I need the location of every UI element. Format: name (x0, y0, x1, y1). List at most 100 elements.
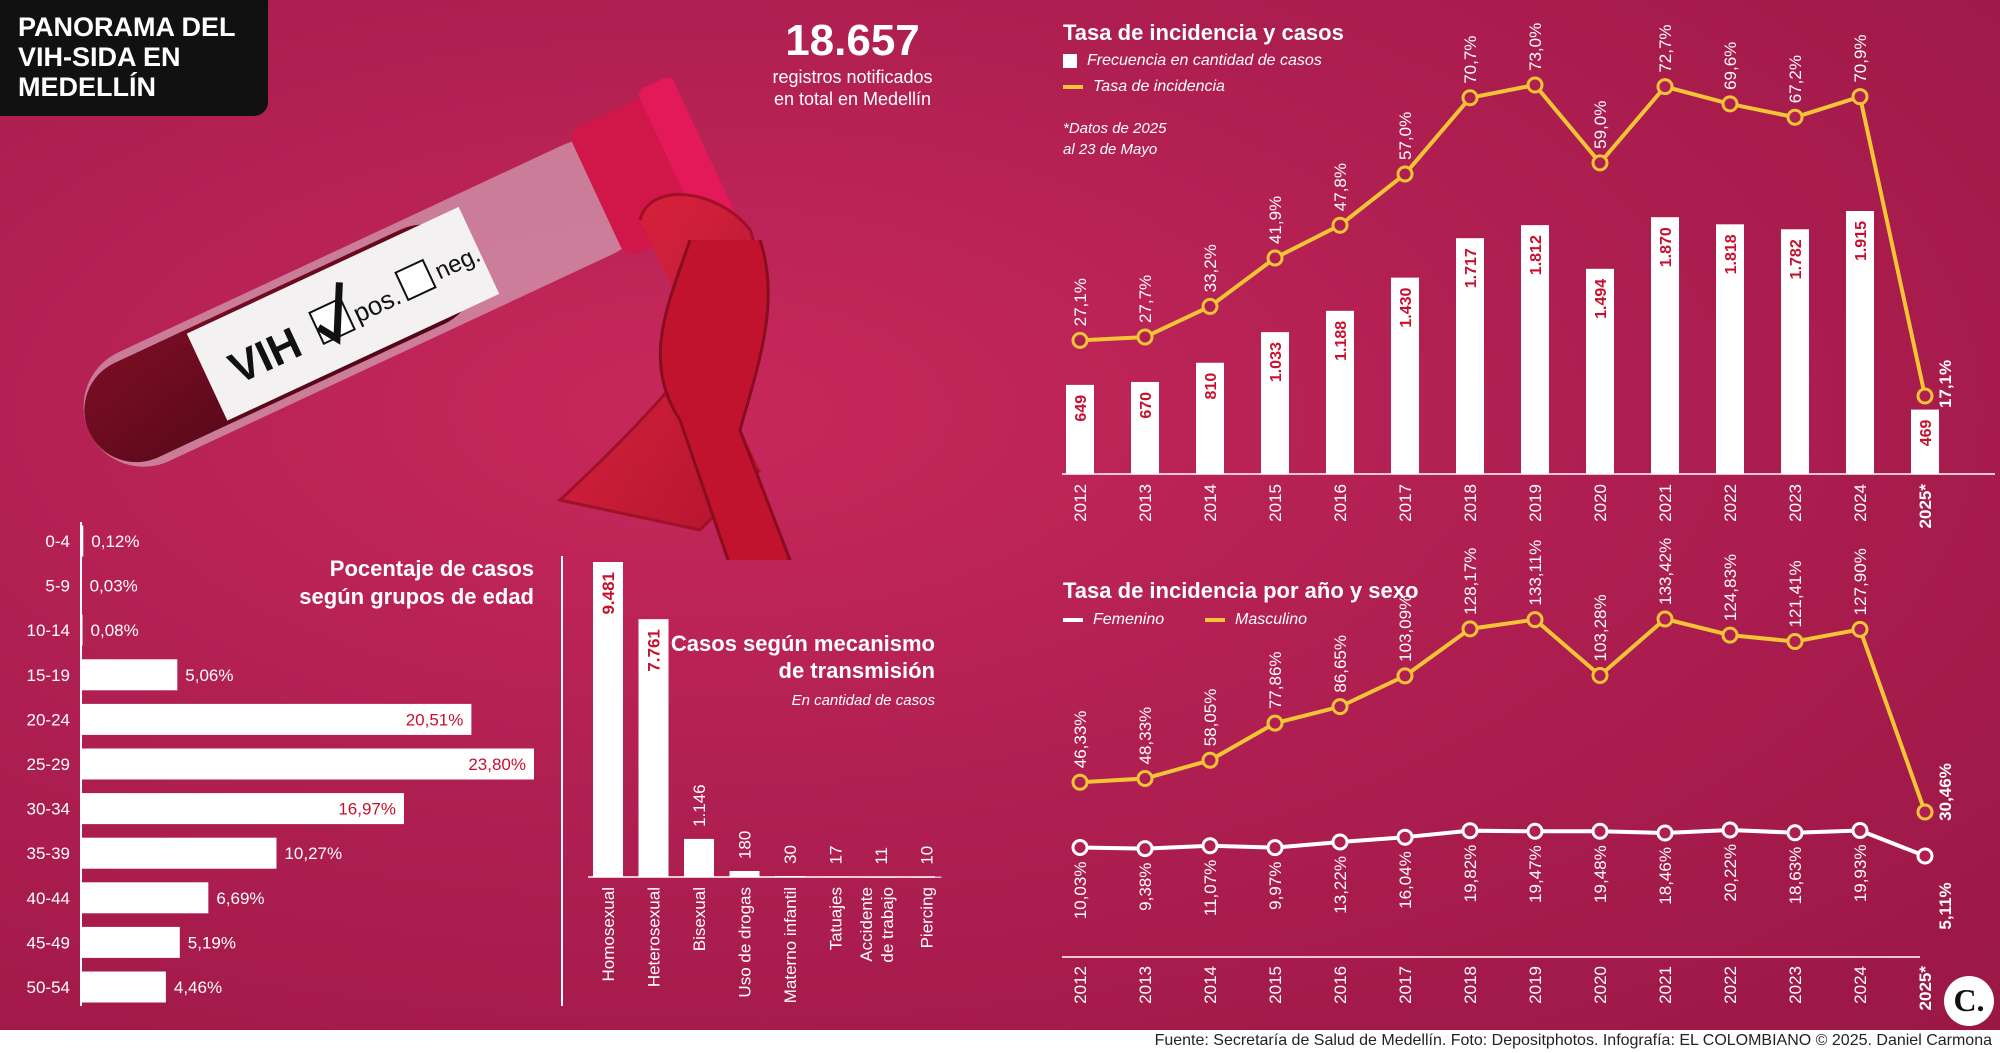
incidence-rate-point (1526, 76, 1544, 94)
incidence-rate-label: 70,7% (1461, 36, 1480, 84)
year-tick-label: 2019 (1526, 966, 1545, 1004)
year-tick-label: 2024 (1851, 484, 1870, 522)
incidence-rate-label: 17,1% (1936, 360, 1955, 408)
transmission-bar (593, 562, 623, 877)
age-group-label: 10-14 (27, 621, 70, 640)
incidence-rate-point (1916, 387, 1934, 405)
year-tick-label: 2021 (1656, 484, 1675, 522)
transmission-category-label: Homosexual (599, 887, 618, 982)
source-credit: Fuente: Secretaría de Salud de Medellín.… (1154, 1032, 1992, 1049)
age-bar-label: 0,03% (90, 577, 138, 596)
masculino-point (1201, 751, 1219, 769)
transmission-category-label: Piercing (918, 887, 937, 948)
transmission-chart-title-line2: de transmisión (778, 658, 935, 683)
el-colombiano-logo: C. (1944, 976, 1994, 1026)
femenino-point (1331, 833, 1349, 851)
age-bar-label: 10,27% (284, 844, 342, 863)
age-bar-label: 5,06% (185, 666, 233, 685)
age-bar (81, 748, 534, 780)
femenino-point (1136, 840, 1154, 858)
transmission-bar-label: 180 (736, 831, 755, 859)
age-bar-label: 5,19% (188, 933, 236, 952)
logo-letter: C. (1953, 982, 1985, 1018)
transmission-bar (729, 871, 760, 877)
year-tick-label: 2023 (1786, 966, 1805, 1004)
transmission-category-label: Materno infantil (781, 887, 800, 1003)
age-group-label: 15-19 (27, 666, 70, 685)
checkmark-icon (316, 282, 343, 345)
age-bar (81, 614, 83, 646)
masculino-label: 127,90% (1851, 548, 1870, 615)
transmission-category-label: Bisexual (690, 887, 709, 951)
incidence-rate-point (1136, 328, 1154, 346)
incidence-rate-label: 69,6% (1721, 42, 1740, 90)
footer: Fuente: Secretaría de Salud de Medellín.… (0, 1030, 2000, 1053)
transmission-chart-title-line1: Casos según mecanismo (670, 631, 935, 656)
femenino-point (1591, 822, 1609, 840)
sex-chart-title: Tasa de incidencia por año y sexo (1063, 578, 1419, 603)
year-tick-label: 2022 (1721, 484, 1740, 522)
age-group-label: 30-34 (27, 800, 70, 819)
age-group-label: 40-44 (27, 889, 70, 908)
femenino-point (1461, 822, 1479, 840)
case-bar-label: 1.812 (1528, 235, 1545, 275)
masculino-point (1396, 667, 1414, 685)
femenino-point (1266, 839, 1284, 857)
incidence-rate-point (1721, 95, 1739, 113)
case-bar-label: 1.782 (1788, 239, 1805, 279)
year-tick-label: 2013 (1136, 966, 1155, 1004)
masculino-label: 58,05% (1201, 689, 1220, 747)
transmission-category-label: de trabajo (878, 887, 897, 963)
incidence-legend-line-label: Tasa de incidencia (1093, 78, 1225, 95)
femenino-point (1786, 824, 1804, 842)
femenino-label: 18,46% (1656, 847, 1675, 905)
masculino-point (1721, 626, 1739, 644)
age-bar-label: 6,69% (216, 889, 264, 908)
incidence-rate-point (1461, 89, 1479, 107)
masculino-label: 77,86% (1266, 651, 1285, 709)
femenino-label: 19,48% (1591, 845, 1610, 903)
incidence-rate-label: 33,2% (1201, 244, 1220, 292)
case-bar-label: 1.188 (1333, 321, 1350, 361)
transmission-category-label: Accidente (857, 887, 876, 962)
masculino-point (1591, 666, 1609, 684)
year-tick-label: 2012 (1071, 484, 1090, 522)
femenino-label: 19,82% (1461, 845, 1480, 903)
case-bar-label: 1.494 (1593, 279, 1610, 319)
femenino-label: 13,22% (1331, 856, 1350, 914)
age-group-label: 5-9 (45, 577, 70, 596)
incidence-rate-point (1851, 88, 1869, 106)
femenino-point (1721, 821, 1739, 839)
age-bar (81, 837, 277, 869)
femenino-point (1071, 839, 1089, 857)
transmission-category-label: Uso de drogas (736, 887, 755, 998)
femenino-label: 19,93% (1851, 844, 1870, 902)
incidence-rate-label: 70,9% (1851, 34, 1870, 82)
case-bar (1651, 217, 1679, 474)
incidence-rate-point (1591, 154, 1609, 172)
masculino-point (1786, 633, 1804, 651)
sex-legend-masculino: Masculino (1205, 611, 1307, 629)
case-bar-label: 1.033 (1268, 342, 1285, 382)
year-tick-label: 2016 (1331, 966, 1350, 1004)
incidence-rate-label: 59,0% (1591, 101, 1610, 149)
transmission-chart: 9.481 Homosexual 7.761 Heterosexual 1.146 Bis… (593, 562, 937, 1003)
case-bar-label: 649 (1073, 395, 1090, 422)
age-bar (81, 703, 472, 735)
age-bar-label: 0,12% (91, 532, 139, 551)
total-records-caption: registros notificados en total en Medell… (740, 66, 965, 110)
total-records-value: 18.657 (785, 16, 920, 65)
year-tick-label: 2015 (1266, 484, 1285, 522)
femenino-point (1526, 822, 1544, 840)
awareness-ribbon-icon (556, 193, 792, 560)
neg-checkbox-icon (394, 258, 437, 302)
age-bar (81, 570, 82, 602)
age-group-label: 35-39 (27, 844, 70, 863)
case-bar-label: 1.818 (1723, 234, 1740, 274)
year-tick-label: 2021 (1656, 966, 1675, 1004)
year-tick-label: 2012 (1071, 966, 1090, 1004)
case-bar-label: 670 (1138, 392, 1155, 419)
masculino-label: 133,42% (1656, 538, 1675, 605)
age-bar-label: 4,46% (174, 978, 222, 997)
total-caption-line2: en total en Medellín (773, 89, 932, 109)
